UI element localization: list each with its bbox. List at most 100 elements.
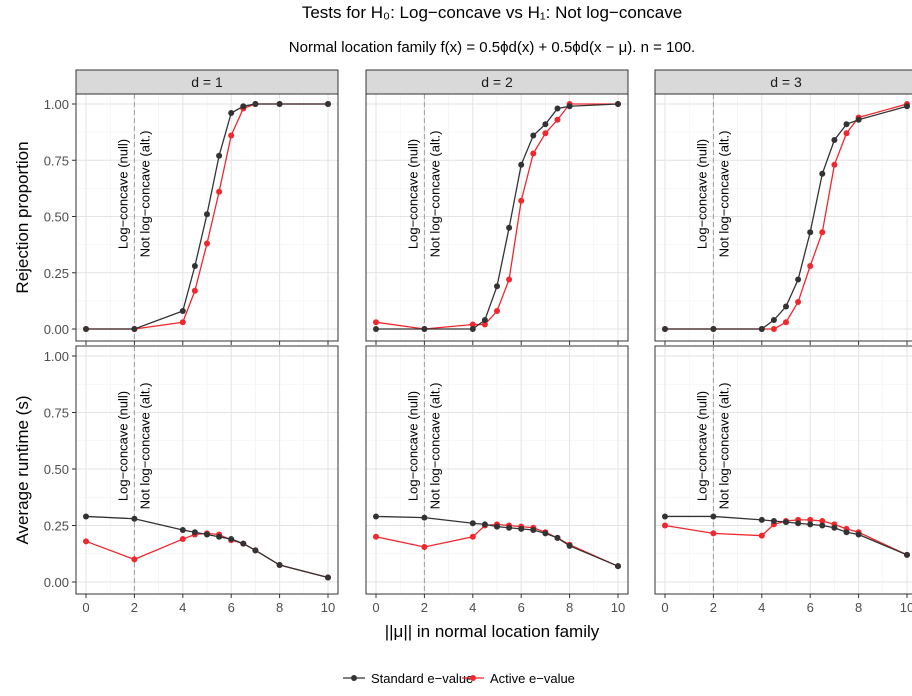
data-point [855,116,862,123]
annotation-alt: Not log−concave (alt.) [427,131,442,258]
data-point [191,529,198,536]
annotation-alt: Not log−concave (alt.) [137,131,152,258]
data-point [518,161,525,168]
x-tick-label: 10 [321,600,335,615]
data-point [373,326,379,332]
y-tick-label: 0.00 [44,575,69,590]
x-tick-label: 2 [131,600,138,615]
annotation-null: Log−concave (null) [115,139,130,249]
x-tick-label: 4 [179,600,186,615]
data-point [615,563,621,570]
data-point [758,326,765,332]
annotation-null: Log−concave (null) [694,391,709,501]
data-point [481,521,488,528]
chart-subtitle: Normal location family f(x) = 0.5ϕd(x) +… [289,39,695,56]
panel-background [655,346,912,594]
data-point [216,188,223,195]
y-axis-label: Average runtime (s) [13,396,32,545]
data-point [542,130,549,137]
data-point [252,547,259,554]
data-point [204,240,210,247]
data-point [758,532,765,539]
data-point [481,317,488,323]
legend-key-point [351,675,357,681]
annotation-alt: Not log−concave (alt.) [137,383,152,510]
data-point [662,326,668,332]
y-tick-label: 0.50 [44,462,69,477]
data-point [710,530,717,537]
data-point [807,521,814,528]
annotation-alt: Not log−concave (alt.) [716,131,731,258]
y-tick-label: 0.25 [44,519,69,534]
data-point [373,533,379,540]
data-point [795,299,802,305]
data-point [758,516,765,523]
data-point [795,276,802,283]
data-point [179,319,186,326]
data-point [615,101,621,107]
legend: Standard e−value Active e−value [343,671,575,686]
panel: Log−concave (null) Not log−concave (alt.) [654,345,912,595]
data-point [421,326,428,332]
data-point [373,319,379,326]
data-point [83,326,89,332]
data-point [783,303,789,310]
data-point [131,556,138,563]
data-point [469,326,476,332]
x-tick-label: 4 [758,600,765,615]
data-point [819,229,826,236]
data-point [204,211,210,218]
panel-border [75,93,339,342]
data-point [506,224,513,231]
x-tick-label: 4 [469,600,476,615]
panel-background [655,94,912,341]
data-point [710,513,717,520]
data-point [191,263,198,269]
data-point [518,525,525,532]
panel: Log−concave (null) Not log−concave (alt.) [75,345,339,595]
data-point [276,562,283,569]
data-point [843,121,850,128]
data-point [566,103,573,110]
panel-border [365,93,629,342]
data-point [530,150,537,157]
facet-label: d = 2 [481,74,513,90]
data-point [421,514,428,521]
data-point [240,103,247,110]
data-point [325,574,331,581]
y-axis-label: Rejection proportion [13,141,32,293]
x-tick-label: 0 [661,600,668,615]
data-point [710,326,717,332]
data-point [216,533,223,540]
facet-panels: d = 1 d = 2 d = 3 Rejection proportion 0.00 0… [13,69,912,615]
data-point [795,520,802,527]
data-point [662,513,668,520]
data-point [494,308,500,314]
panel-border [654,93,912,342]
annotation-alt: Not log−concave (alt.) [427,383,442,510]
panel-border [75,345,339,595]
facet-strip [75,69,339,95]
data-point [770,317,777,323]
data-point [325,101,331,107]
data-point [843,529,850,536]
panel-border [654,345,912,595]
data-point [494,523,500,530]
y-tick-label: 0.50 [44,210,69,225]
y-tick-label: 0.75 [44,153,69,168]
data-point [819,170,826,177]
data-point [770,517,777,524]
data-point [783,319,789,326]
data-point [904,103,910,110]
x-tick-label: 8 [276,600,283,615]
data-point [83,538,89,545]
data-point [819,517,826,524]
x-tick-label: 6 [807,600,814,615]
data-point [421,543,428,550]
data-point [831,137,838,143]
data-point [481,321,488,328]
data-point [228,132,235,139]
data-point [530,132,537,139]
data-point [373,513,379,520]
data-point [83,513,89,520]
